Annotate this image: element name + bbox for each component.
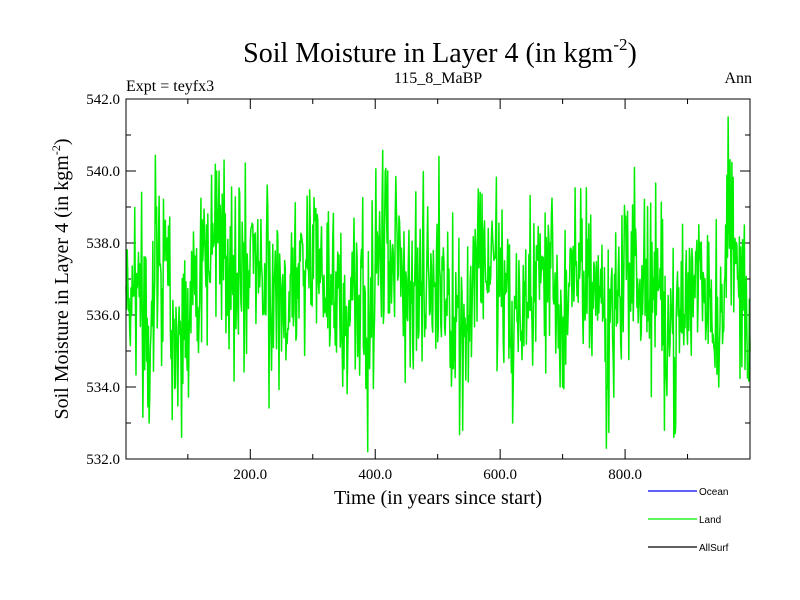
axis-ticks: 200.0 400.0 600.0 800.0 532.0 534.0 536.0 538.0… bbox=[86, 92, 750, 483]
y-tick-label: 540.0 bbox=[86, 164, 120, 180]
chart-title-main: Soil Moisture in Layer 4 (in kgm bbox=[243, 38, 613, 69]
x-axis-label: Time (in years since start) bbox=[334, 487, 542, 509]
series-line-land bbox=[125, 116, 751, 453]
chart-title-sup: -2 bbox=[613, 35, 627, 54]
series-group bbox=[125, 116, 751, 453]
y-axis-label-sup: -2 bbox=[49, 145, 63, 155]
chart-title-end: ) bbox=[628, 38, 637, 69]
y-tick-label: 532.0 bbox=[86, 452, 120, 468]
legend-label-ocean: Ocean bbox=[699, 487, 728, 498]
y-tick-label: 534.0 bbox=[86, 380, 120, 396]
x-tick-label: 800.0 bbox=[608, 467, 642, 483]
x-tick-label: 200.0 bbox=[233, 467, 267, 483]
y-axis-label-main: Soil Moisture in Layer 4 (in kgm bbox=[51, 155, 73, 420]
subtitle-expt: Expt = teyfx3 bbox=[126, 78, 214, 95]
plot-frame bbox=[125, 98, 751, 460]
y-tick-label: 538.0 bbox=[86, 236, 120, 252]
legend: Ocean Land AllSurf bbox=[648, 487, 729, 554]
y-tick-label: 542.0 bbox=[86, 92, 120, 108]
y-tick-label: 536.0 bbox=[86, 308, 120, 324]
legend-label-land: Land bbox=[699, 515, 721, 526]
y-axis-label-end: ) bbox=[51, 138, 73, 145]
x-tick-label: 600.0 bbox=[483, 467, 517, 483]
subtitle-season: Ann bbox=[724, 70, 752, 87]
x-tick-label: 400.0 bbox=[358, 467, 392, 483]
subtitle-period: 115_8_MaBP bbox=[394, 70, 482, 87]
chart-title: Soil Moisture in Layer 4 (in kgm-2) bbox=[243, 35, 637, 69]
legend-label-allsurf: AllSurf bbox=[699, 543, 729, 554]
y-axis-label: Soil Moisture in Layer 4 (in kgm-2) bbox=[49, 138, 73, 419]
